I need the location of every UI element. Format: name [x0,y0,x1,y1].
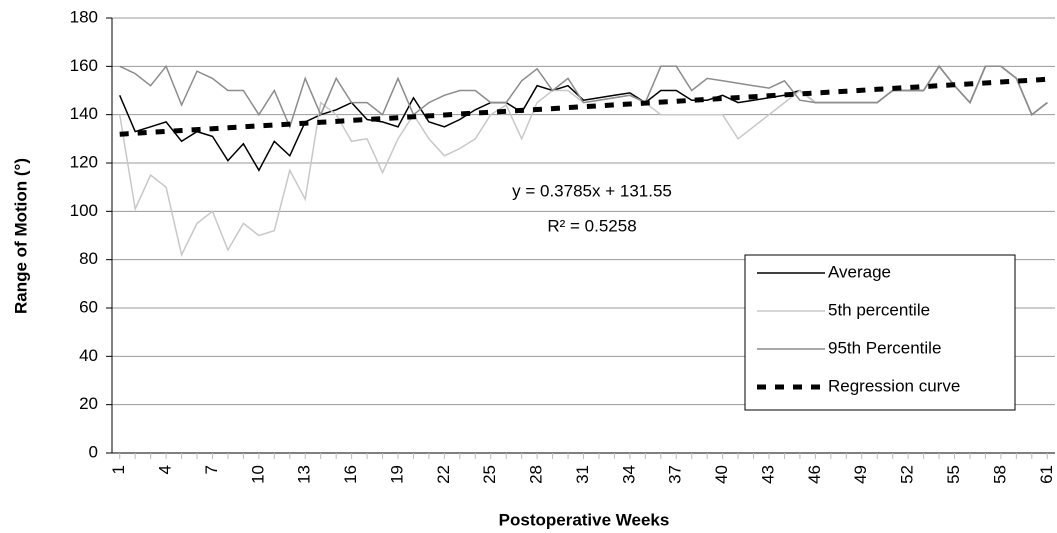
x-tick-label: 52 [898,465,917,484]
y-tick-label: 0 [89,442,98,461]
x-axis-title: Postoperative Weeks [499,510,670,529]
x-tick-label: 13 [295,465,314,484]
legend: Average 5th percentile 95th Percentile Regr… [744,254,1016,411]
series-line [119,65,1048,172]
x-tick-label: 25 [480,465,499,484]
x-tick-label: 37 [666,465,685,484]
x-tick-label: 10 [248,465,267,484]
x-tick-label: 22 [434,465,453,484]
y-tick-label: 60 [79,297,98,316]
x-tick-label: 55 [944,465,963,484]
x-tick-label: 28 [527,465,546,484]
x-tick-label: 58 [990,465,1009,484]
y-tick-label: 40 [79,346,98,365]
x-tick-label: 43 [758,465,777,484]
y-tick-label: 120 [70,152,98,171]
x-tick-label: 49 [851,465,870,484]
y-tick-label: 160 [70,56,98,75]
y-tick-label: 180 [70,7,98,26]
x-tick-label: 31 [573,465,592,484]
x-tick-label: 16 [341,465,360,484]
y-tick-label: 80 [79,249,98,268]
y-tick-label: 20 [79,394,98,413]
x-tick-label: 61 [1037,465,1056,484]
legend-box [744,254,1016,411]
x-tick-label: 4 [156,465,175,474]
y-tick-label: 140 [70,104,98,123]
legend-label: 95th Percentile [828,338,941,357]
x-tick-label: 34 [619,465,638,484]
series-line [119,76,1048,137]
y-axis-title: Range of Motion (°) [11,158,30,314]
x-tick-label: 7 [202,465,221,474]
x-tick-label: 40 [712,465,731,484]
equation: y = 0.3785x + 131.55 [512,181,672,200]
legend-label: Regression curve [828,376,960,395]
x-tick-label: 19 [387,465,406,484]
x-tick-label: 46 [805,465,824,484]
r-squared: R² = 0.5258 [547,216,636,235]
series-line [119,64,1048,129]
legend-label: Average [828,262,891,281]
y-tick-label: 100 [70,201,98,220]
x-tick-label: 1 [109,465,128,474]
legend-label: 5th percentile [828,300,930,319]
